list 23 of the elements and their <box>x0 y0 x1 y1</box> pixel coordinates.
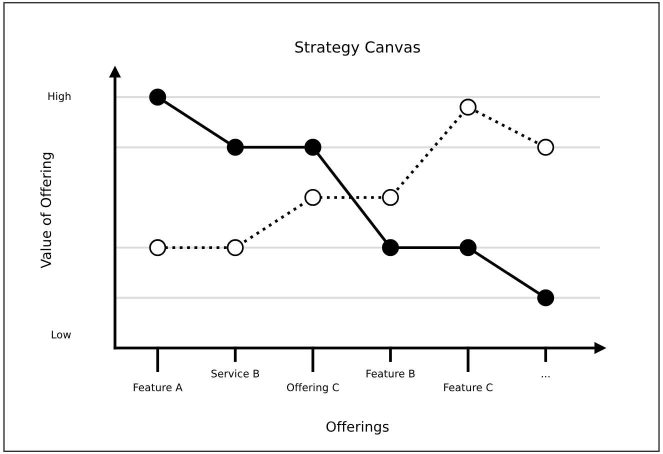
x-tick-label: Offering C <box>287 383 339 394</box>
point <box>382 188 399 206</box>
point <box>149 239 166 256</box>
point <box>226 138 244 156</box>
x-tick-label: Service B <box>211 369 260 378</box>
chart-title: Strategy Canvas <box>295 41 420 56</box>
text: Low <box>52 330 71 338</box>
point <box>149 88 166 106</box>
point <box>304 138 322 156</box>
point <box>460 239 477 256</box>
x-tick-label: Feature C <box>444 383 492 392</box>
point <box>537 138 554 156</box>
point <box>460 98 477 116</box>
point <box>537 289 554 306</box>
text: High <box>48 92 70 102</box>
x-tick-label: Feature B <box>366 370 415 378</box>
x-axis-title: Offerings <box>326 421 389 435</box>
y-axis-title: Value of Offering <box>40 152 54 268</box>
x-tick-label: ... <box>542 376 550 378</box>
point <box>382 239 399 256</box>
x-tick-label: Feature A <box>134 384 182 392</box>
point <box>226 239 244 256</box>
point <box>304 188 322 206</box>
